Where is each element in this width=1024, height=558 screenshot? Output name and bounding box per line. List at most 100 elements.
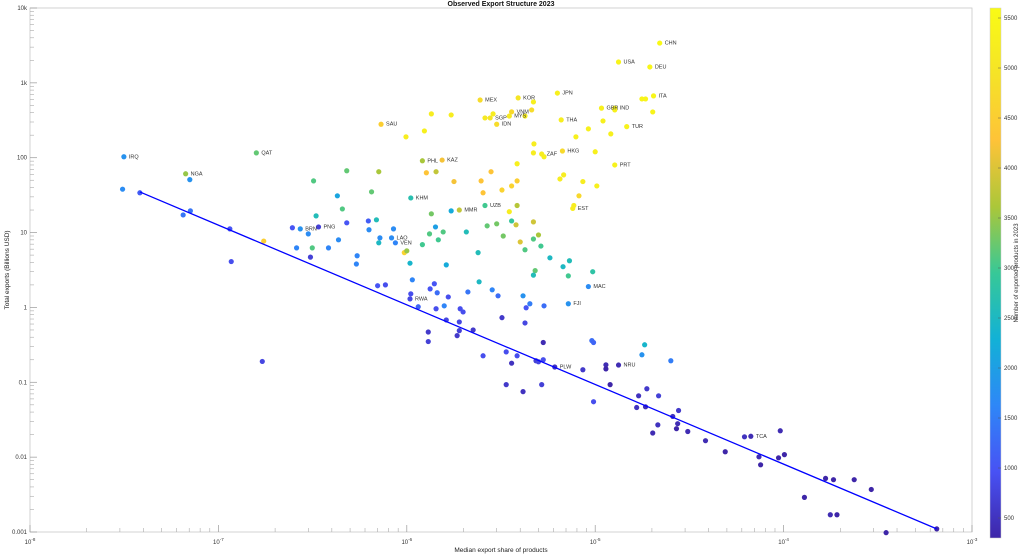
data-point [376, 169, 382, 175]
colorbar-tick-label: 3500 [1004, 216, 1018, 222]
data-point [408, 291, 414, 297]
data-point [775, 455, 782, 461]
data-point [655, 422, 661, 428]
point-label-plw: PLW [560, 365, 572, 371]
data-point [642, 96, 649, 102]
data-point [428, 211, 434, 217]
y-tick-label: 100 [17, 156, 28, 162]
data-point [484, 223, 490, 229]
data-point [415, 304, 421, 310]
point-label-brn: BRN [305, 226, 317, 232]
data-point-hkg [559, 148, 566, 154]
data-point-sau [378, 121, 384, 127]
data-point [482, 115, 488, 121]
data-point [419, 242, 425, 248]
data-point [353, 261, 359, 267]
x-tick-label: 10-6 [401, 537, 412, 546]
data-point-prt [612, 162, 618, 168]
data-point [344, 168, 350, 174]
data-point [421, 128, 428, 134]
data-point [403, 134, 409, 140]
data-point-khm [408, 195, 414, 201]
data-point [538, 243, 544, 249]
data-point [460, 309, 466, 315]
data-point [465, 289, 471, 295]
y-axis-title: Total exports (Billions USD) [4, 230, 11, 309]
data-point-jpn [554, 90, 560, 96]
data-point [634, 404, 640, 411]
x-tick-exponent: -3 [973, 537, 977, 542]
data-point [433, 169, 439, 175]
data-point-qat [253, 150, 259, 156]
data-point-tha [558, 117, 564, 123]
point-label-est: EST [578, 206, 589, 212]
data-point [432, 224, 439, 230]
x-tick-exponent: -6 [408, 537, 412, 542]
data-point-chn [657, 40, 663, 46]
data-point-brn [297, 226, 303, 232]
data-point [494, 221, 500, 227]
data-point [675, 407, 682, 414]
data-point [585, 126, 591, 132]
data-point [851, 477, 857, 483]
data-point-png [315, 224, 322, 230]
data-point [503, 349, 509, 355]
data-point [428, 111, 434, 117]
point-label-tha: THA [566, 117, 577, 123]
data-point [456, 319, 462, 325]
data-point [644, 386, 650, 392]
data-point [883, 530, 889, 536]
data-point [561, 172, 567, 178]
data-point [639, 352, 645, 358]
data-point [530, 236, 537, 242]
colorbar-tick-label: 500 [1004, 516, 1015, 522]
data-point [407, 260, 413, 266]
data-point [404, 248, 410, 254]
data-point-fji [565, 301, 571, 307]
data-point [535, 232, 542, 238]
data-point [476, 279, 482, 285]
data-point [470, 327, 476, 333]
data-point [427, 286, 433, 292]
data-point [309, 245, 315, 251]
point-label-uzb: UZB [490, 203, 501, 209]
data-point-lao [388, 235, 395, 241]
data-point [293, 245, 300, 251]
data-point-mac [585, 283, 591, 290]
point-label-phl: PHL [427, 158, 438, 164]
data-point-nga [183, 171, 189, 177]
colorbar-tick-label: 2000 [1004, 366, 1018, 372]
data-point [409, 277, 415, 283]
point-label-deu: DEU [655, 64, 667, 70]
point-label-usa: USA [624, 59, 636, 65]
y-tick-label: 1 [24, 305, 28, 311]
data-point [642, 342, 648, 348]
x-tick-exponent: -4 [785, 537, 789, 542]
data-point [499, 187, 505, 193]
y-tick-label: 0.01 [15, 455, 27, 461]
data-point [375, 283, 381, 289]
data-point [529, 107, 535, 113]
data-point [441, 303, 447, 309]
data-point [514, 202, 520, 209]
data-point [600, 118, 606, 124]
data-point-kor [515, 95, 521, 101]
data-point [527, 301, 533, 307]
data-point [868, 486, 874, 493]
data-point [655, 393, 662, 399]
colorbar-title: Number of exported products in 2023 [1014, 223, 1020, 323]
data-point-mex [477, 97, 483, 103]
point-label-ven: VEN [400, 240, 411, 246]
data-point [530, 99, 537, 105]
data-point [489, 287, 495, 293]
point-label-mac: MAC [593, 284, 605, 290]
data-point [517, 239, 523, 245]
regression-line [139, 191, 938, 530]
data-point [830, 477, 837, 483]
data-point-usa [615, 59, 622, 65]
data-point [478, 178, 484, 184]
data-point [685, 428, 691, 435]
x-tick-exponent: -8 [31, 537, 35, 542]
data-point [722, 449, 728, 455]
